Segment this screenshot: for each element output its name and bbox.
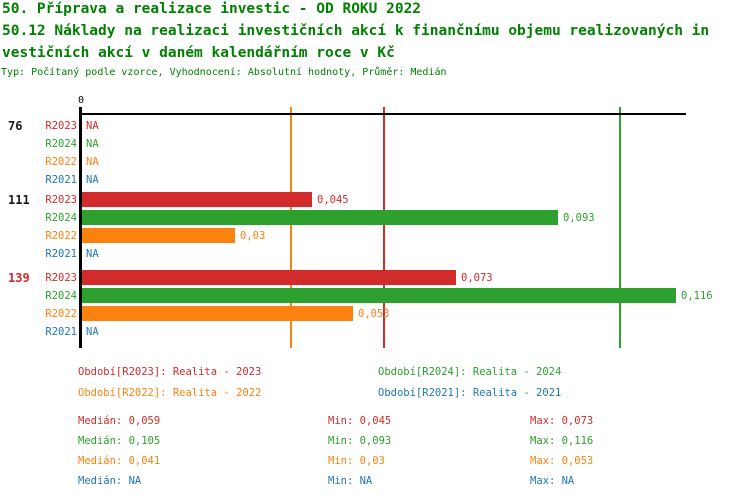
x-axis-line — [79, 113, 686, 115]
stat-median-R2021: Medián: NA — [78, 475, 142, 487]
chart-subtitle: Typ: Počítaný podle vzorce, Vyhodnocení:… — [1, 67, 447, 78]
stat-max-R2024: Max: 0,116 — [530, 435, 594, 447]
median-line-R2024 — [619, 107, 621, 348]
bar-139-R2024 — [82, 288, 676, 303]
series-row-label-76-R2022: R2022 — [45, 156, 77, 168]
bar-111-R2024 — [82, 210, 558, 225]
legend-item-R2021: Období[R2021]: Realita - 2021 — [378, 387, 562, 399]
stat-max-R2023: Max: 0,073 — [530, 415, 594, 427]
na-value-label: NA — [86, 248, 99, 260]
x-axis-zero-tick-label: 0 — [77, 95, 85, 106]
median-line-R2022 — [290, 107, 292, 348]
stat-median-R2023: Medián: 0,059 — [78, 415, 161, 427]
stat-median-R2022: Medián: 0,041 — [78, 455, 161, 467]
bar-139-R2022 — [82, 306, 353, 321]
stat-min-R2023: Min: 0,045 — [328, 415, 392, 427]
na-value-label: NA — [86, 326, 99, 338]
legend-item-R2023: Období[R2023]: Realita - 2023 — [78, 366, 262, 378]
bar-value-label: 0,053 — [358, 308, 390, 320]
bar-111-R2022 — [82, 228, 235, 243]
series-row-label-111-R2024: R2024 — [45, 212, 77, 224]
na-value-label: NA — [86, 156, 99, 168]
bar-value-label: 0,093 — [563, 212, 595, 224]
series-row-label-139-R2021: R2021 — [45, 326, 77, 338]
series-row-label-76-R2021: R2021 — [45, 174, 77, 186]
stat-min-R2024: Min: 0,093 — [328, 435, 392, 447]
page-title-line-3: vestičních akcí v daném kalendářním roce… — [2, 45, 395, 61]
series-row-label-111-R2023: R2023 — [45, 194, 77, 206]
stat-max-R2021: Max: NA — [530, 475, 575, 487]
group-label-111: 111 — [8, 193, 30, 207]
median-line-R2023 — [383, 107, 385, 348]
bar-139-R2023 — [82, 270, 456, 285]
series-row-label-139-R2022: R2022 — [45, 308, 77, 320]
series-row-label-111-R2022: R2022 — [45, 230, 77, 242]
stat-median-R2024: Medián: 0,105 — [78, 435, 161, 447]
bar-value-label: 0,116 — [681, 290, 713, 302]
series-row-label-139-R2023: R2023 — [45, 272, 77, 284]
group-label-76: 76 — [8, 119, 23, 133]
page-title-line-2: 50.12 Náklady na realizaci investičních … — [2, 23, 710, 39]
bar-value-label: 0,03 — [240, 230, 266, 242]
stat-min-R2022: Min: 0,03 — [328, 455, 385, 467]
stat-max-R2022: Max: 0,053 — [530, 455, 594, 467]
stat-min-R2021: Min: NA — [328, 475, 373, 487]
bar-value-label: 0,073 — [461, 272, 493, 284]
series-row-label-76-R2024: R2024 — [45, 138, 77, 150]
na-value-label: NA — [86, 120, 99, 132]
na-value-label: NA — [86, 138, 99, 150]
bar-111-R2023 — [82, 192, 312, 207]
legend-item-R2022: Období[R2022]: Realita - 2022 — [78, 387, 262, 399]
series-row-label-76-R2023: R2023 — [45, 120, 77, 132]
y-axis-line — [79, 107, 82, 348]
na-value-label: NA — [86, 174, 99, 186]
bar-value-label: 0,045 — [317, 194, 349, 206]
page-title-line-1: 50. Příprava a realizace investic - OD R… — [2, 1, 422, 17]
series-row-label-111-R2021: R2021 — [45, 248, 77, 260]
series-row-label-139-R2024: R2024 — [45, 290, 77, 302]
group-label-139: 139 — [8, 271, 30, 285]
legend-item-R2024: Období[R2024]: Realita - 2024 — [378, 366, 562, 378]
